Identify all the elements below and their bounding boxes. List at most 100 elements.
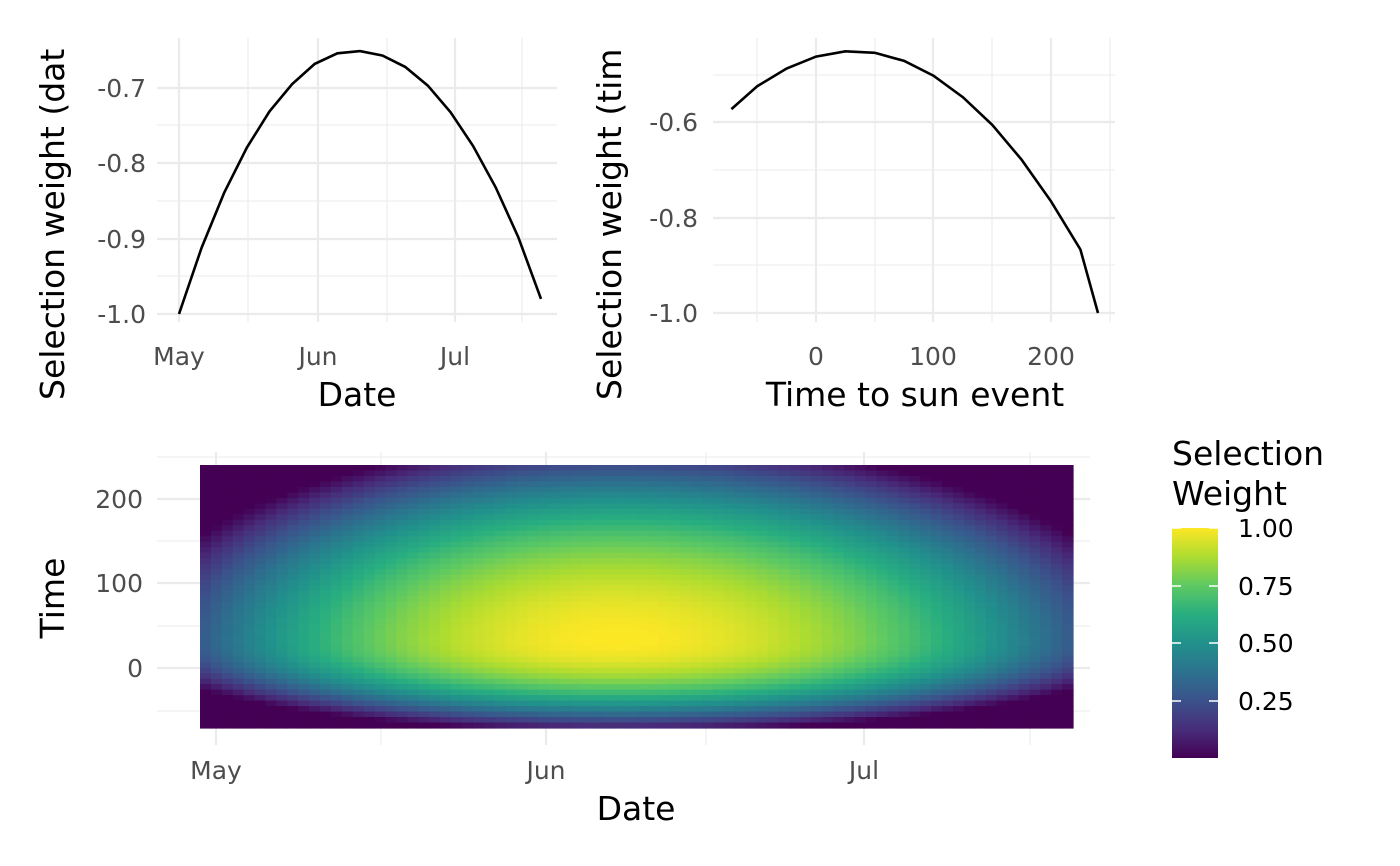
heatmap-cell xyxy=(450,552,463,559)
heatmap-cell xyxy=(745,541,758,548)
heatmap-cell xyxy=(909,497,921,504)
heatmap-cell xyxy=(920,503,932,510)
heatmap-cell xyxy=(352,722,365,729)
heatmap-cell xyxy=(527,497,539,504)
heatmap-cell xyxy=(832,475,845,483)
heatmap-cell xyxy=(1051,711,1063,718)
heatmap-cell xyxy=(974,607,987,614)
heatmap-cell xyxy=(920,591,932,598)
heatmap-cell xyxy=(887,623,899,630)
heatmap-cell xyxy=(865,700,878,707)
heatmap-cell xyxy=(1007,656,1020,663)
heatmap-cell xyxy=(592,547,605,554)
heatmap-cell xyxy=(1029,481,1041,488)
heatmap-cell xyxy=(680,536,692,543)
heatmap-cell xyxy=(538,706,550,713)
heatmap-cell xyxy=(734,536,747,543)
heatmap-cell xyxy=(265,481,277,488)
heatmap-cell xyxy=(254,519,267,526)
heatmap-cell xyxy=(625,497,638,504)
heatmap-cell xyxy=(440,558,452,565)
heatmap-cell xyxy=(920,695,932,702)
heatmap-cell xyxy=(887,580,899,587)
heatmap-cell xyxy=(614,591,627,598)
heatmap-cell xyxy=(1051,580,1063,587)
heatmap-cell xyxy=(560,623,572,630)
heatmap-cell xyxy=(1062,629,1074,636)
heatmap-cell xyxy=(505,645,518,652)
heatmap-cell xyxy=(429,651,441,658)
heatmap-cell xyxy=(232,552,245,559)
heatmap-cell xyxy=(800,569,812,576)
heatmap-cell xyxy=(309,530,321,537)
heatmap-cell xyxy=(691,530,703,537)
heatmap-cell xyxy=(843,514,856,521)
heatmap-cell xyxy=(756,607,769,614)
heatmap-cell xyxy=(636,547,649,554)
heatmap-cell xyxy=(320,563,332,570)
date-selection-curve xyxy=(177,49,543,315)
heatmap-cell xyxy=(931,618,943,625)
heatmap-cell xyxy=(232,640,245,647)
heatmap-cell xyxy=(494,547,507,554)
heatmap-cell xyxy=(232,711,245,718)
heatmap-cell xyxy=(363,563,376,570)
heatmap-cell xyxy=(952,700,965,707)
heatmap-cell xyxy=(985,695,998,702)
heatmap-cell xyxy=(243,536,256,543)
heatmap-cell xyxy=(985,717,998,724)
heatmap-cell xyxy=(494,519,507,526)
heatmap-cell xyxy=(429,722,441,729)
heatmap-cell xyxy=(647,645,659,652)
heatmap-cell xyxy=(429,481,441,488)
heatmap-cell xyxy=(723,673,736,680)
heatmap-cell xyxy=(985,503,998,510)
heatmap-cell xyxy=(592,673,605,680)
heatmap-cell xyxy=(822,514,834,521)
heatmap-cell xyxy=(472,662,485,669)
heatmap-cell xyxy=(1029,475,1041,483)
heatmap-cell xyxy=(396,547,408,554)
heatmap-cell xyxy=(811,519,823,526)
heatmap-cell xyxy=(309,645,321,652)
heatmap-cell xyxy=(680,695,692,702)
heatmap-cell xyxy=(669,547,681,554)
heatmap-cell xyxy=(592,530,605,537)
heatmap-cell xyxy=(516,563,528,570)
heatmap-cell xyxy=(287,651,299,658)
heatmap-cell xyxy=(1062,634,1074,641)
heatmap-cell xyxy=(429,519,441,526)
heatmap-cell xyxy=(952,525,965,532)
heatmap-cell xyxy=(494,465,507,472)
heatmap-cell xyxy=(931,607,943,614)
heatmap-cell xyxy=(200,689,212,696)
heatmap-cell xyxy=(811,558,823,565)
heatmap-cell xyxy=(505,519,518,526)
heatmap-cell xyxy=(287,519,299,526)
heatmap-cell xyxy=(592,585,605,592)
heatmap-cell xyxy=(1051,547,1063,554)
heatmap-cell xyxy=(898,700,910,707)
heatmap-cell xyxy=(254,536,267,543)
heatmap-cell xyxy=(603,503,616,510)
heatmap-cell xyxy=(450,717,463,724)
heatmap-cell xyxy=(243,667,256,674)
heatmap-cell xyxy=(898,470,910,477)
heatmap-cell xyxy=(942,634,954,641)
heatmap-cell xyxy=(952,678,965,685)
heatmap-cell xyxy=(854,585,867,592)
heatmap-cell xyxy=(210,656,223,663)
heatmap-cell xyxy=(221,684,234,691)
heatmap-cell xyxy=(854,563,867,570)
heatmap-cell xyxy=(592,700,605,707)
heatmap-cell xyxy=(952,717,965,724)
heatmap-cell xyxy=(483,530,496,537)
heatmap-cell xyxy=(647,717,659,724)
heatmap-cell xyxy=(854,547,867,554)
heatmap-cell xyxy=(505,481,518,488)
heatmap-cell xyxy=(298,706,310,713)
heatmap-cell xyxy=(330,574,343,581)
heatmap-cell xyxy=(221,481,234,488)
heatmap-cell xyxy=(756,470,769,477)
heatmap-cell xyxy=(363,580,376,587)
